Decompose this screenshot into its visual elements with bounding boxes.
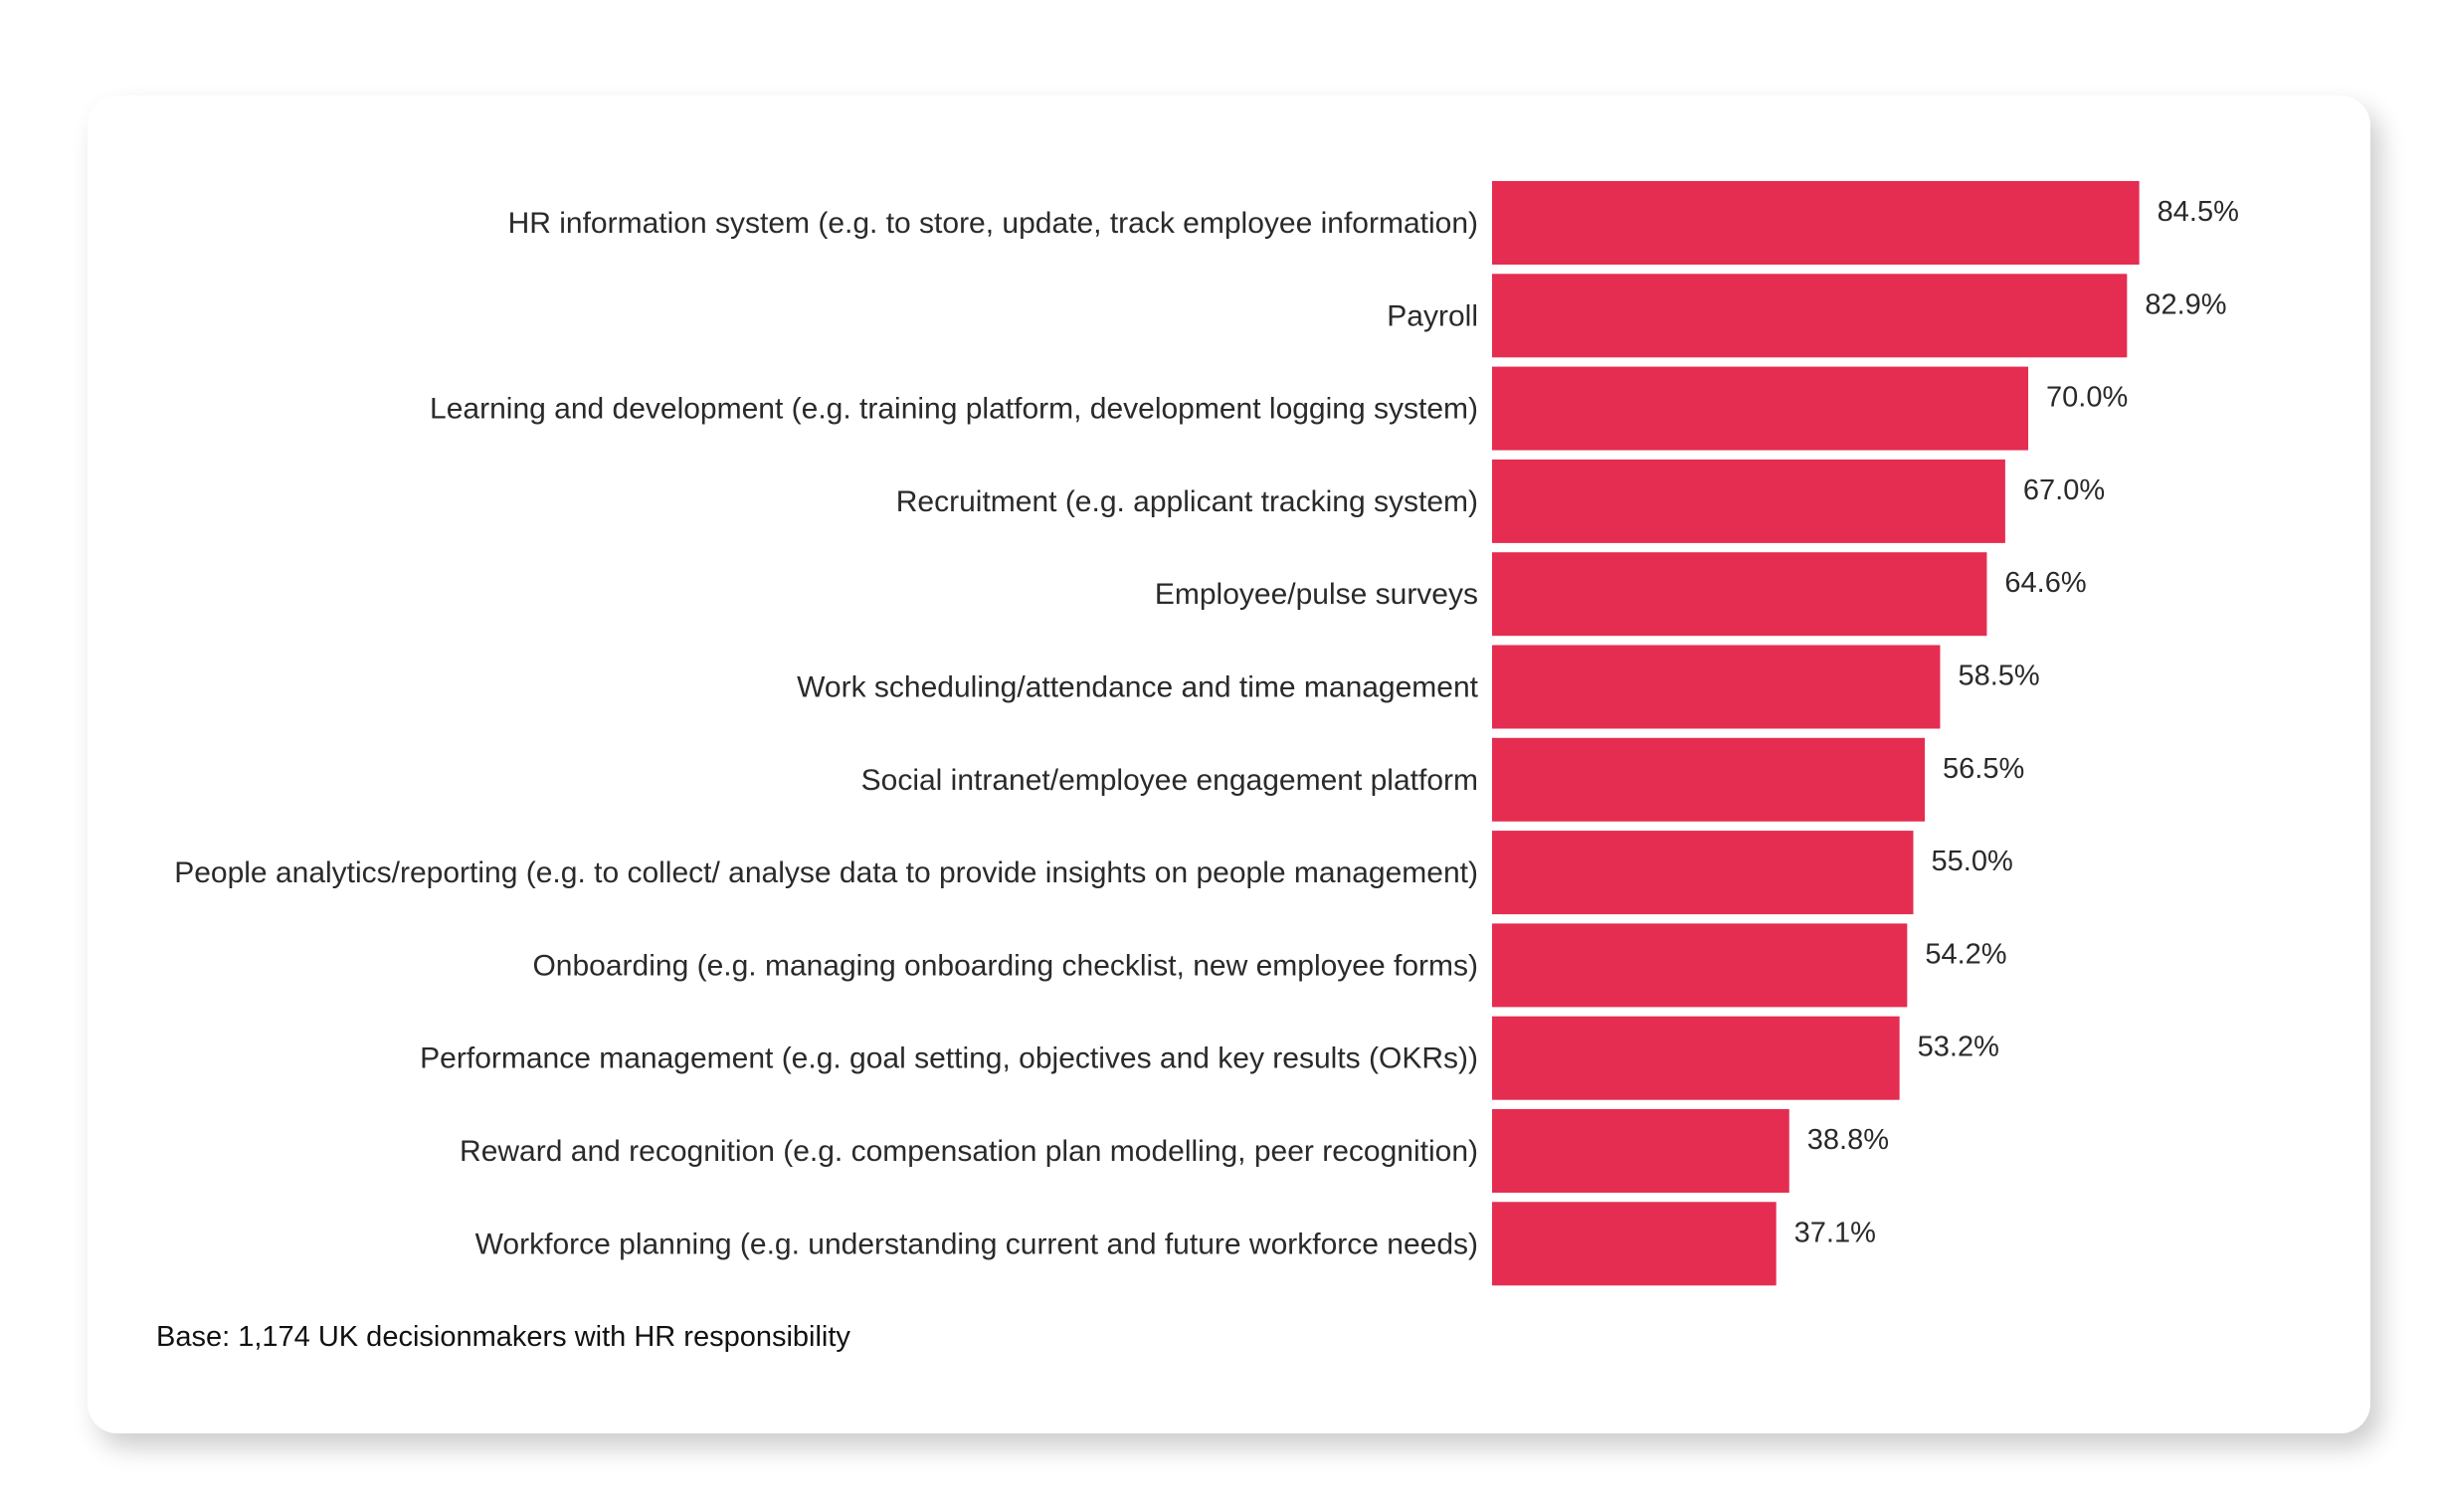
value-label: 54.2% — [1925, 938, 2006, 970]
value-label: 55.0% — [1932, 846, 2013, 877]
bar — [1492, 181, 2140, 265]
bar — [1492, 831, 1914, 915]
value-label: 70.0% — [2046, 382, 2128, 414]
bar — [1492, 552, 1987, 637]
chart-footnote: Base: 1,174 UK decisionmakers with HR re… — [156, 1321, 850, 1353]
bar — [1492, 923, 1908, 1008]
category-label: Payroll — [1387, 299, 1478, 332]
bar — [1492, 1016, 1900, 1100]
value-label: 82.9% — [2145, 288, 2226, 320]
bar — [1492, 737, 1926, 822]
category-label: Onboarding (e.g. managing onboarding che… — [532, 949, 1478, 982]
value-label: 67.0% — [2023, 474, 2105, 506]
value-label: 38.8% — [1807, 1124, 1889, 1156]
category-label: HR information system (e.g. to store, up… — [508, 207, 1478, 240]
value-label: 53.2% — [1918, 1032, 1999, 1063]
category-label: Social intranet/employee engagement plat… — [861, 764, 1478, 797]
category-label: Work scheduling/attendance and time mana… — [797, 671, 1479, 704]
bar — [1492, 459, 2005, 543]
category-label: Reward and recognition (e.g. compensatio… — [460, 1135, 1478, 1168]
value-label: 58.5% — [1958, 661, 2039, 692]
category-label: Workforce planning (e.g. understanding c… — [475, 1228, 1478, 1260]
category-label: Performance management (e.g. goal settin… — [420, 1042, 1478, 1075]
category-label: People analytics/reporting (e.g. to coll… — [174, 856, 1478, 889]
value-label: 37.1% — [1794, 1217, 1876, 1248]
bar — [1492, 274, 2128, 358]
bar — [1492, 1202, 1777, 1286]
bar — [1492, 366, 2028, 451]
bar — [1492, 645, 1941, 729]
bar — [1492, 1109, 1789, 1193]
value-label: 84.5% — [2158, 196, 2239, 228]
value-label: 64.6% — [2004, 567, 2086, 599]
value-label: 56.5% — [1943, 753, 2024, 785]
category-label: Recruitment (e.g. applicant tracking sys… — [896, 485, 1478, 518]
category-label: Employee/pulse surveys — [1155, 578, 1478, 611]
category-label: Learning and development (e.g. training … — [430, 393, 1478, 426]
